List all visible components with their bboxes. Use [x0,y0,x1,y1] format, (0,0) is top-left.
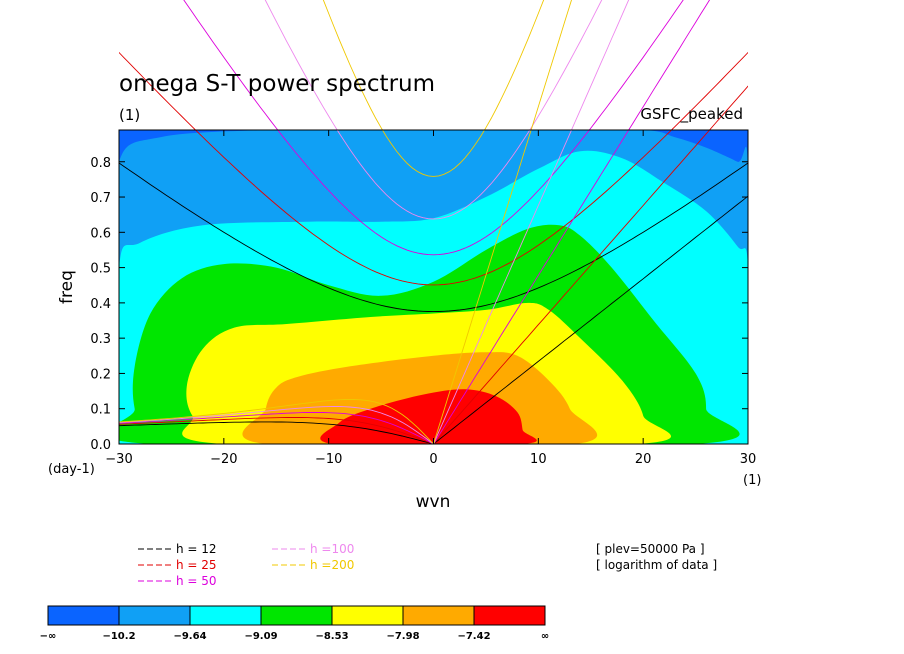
colorbar-label: −9.64 [173,631,206,642]
legend-label: h =200 [310,558,354,572]
legend-label: h = 12 [176,542,217,556]
colorbar-swatch [189,605,262,626]
legend-label: h =100 [310,542,354,556]
chart-title: omega S-T power spectrum [119,71,435,97]
colorbar-swatch [118,605,191,626]
x-tick-label: −30 [105,452,132,467]
y-tick-label: 0.8 [90,156,111,171]
gravity-curve-h-12 [119,162,748,313]
x-tick-label: 30 [740,452,757,467]
variant-label: GSFC_peaked [640,105,743,124]
colorbar-swatch [47,605,120,626]
curve-legend: h = 12 h = 25 h = 50 h =100 h =200 [138,542,354,588]
x-tick-label: 0 [429,452,437,467]
colorbar-label: −7.42 [457,631,490,642]
rossby-curve-h-100 [119,406,434,444]
y-tick-label: 0.0 [90,438,111,453]
y-axis-unit: (day-1) [48,462,95,477]
gravity-curve-h-25 [119,51,748,286]
gravity-curve-h-100 [264,0,603,220]
y-tick-label: 0.1 [90,403,111,418]
colorbar: −∞ −10.2 −9.64 −9.09 −8.53 −7.98 −7.42 ∞ [40,605,549,642]
legend-label: h = 50 [176,574,217,588]
chart-subtitle: (1) [119,106,140,124]
colorbar-swatch [331,605,404,626]
y-tick-label: 0.7 [90,191,111,206]
x-tick-label: 20 [635,452,652,467]
y-tick-label: 0.2 [90,367,111,382]
kelvin-curve-h-25 [433,85,748,444]
rossby-curve-h-25 [119,417,434,444]
legend-label: h = 25 [176,558,217,572]
rossby-curve-h-200 [119,398,434,444]
colorbar-label: −7.98 [386,631,419,642]
colorbar-label: −∞ [40,631,57,642]
dispersion-curves [119,0,748,444]
x-tick-label: −20 [210,452,237,467]
kelvin-curve-h-50 [433,0,711,444]
note-plev: [ plev=50000 Pa ] [596,542,705,556]
colorbar-label: ∞ [541,631,549,642]
colorbar-label: −9.09 [244,631,277,642]
colorbar-swatch [473,605,546,626]
kelvin-curve-h-100 [433,0,630,444]
colorbar-label: −10.2 [102,631,135,642]
x-axis-label: wvn [416,492,451,512]
contour-fills [119,130,748,444]
kelvin-curve-h-200 [433,0,572,444]
kelvin-curve-h-12 [433,195,748,444]
y-tick-label: 0.6 [90,226,111,241]
axis-ticks: −30 −20 −10 0 10 20 30 0.0 0.1 0.2 0.3 0.4 0.5 0.6 0.7… [90,130,756,467]
colorbar-swatch [402,605,475,626]
colorbar-label: −8.53 [315,631,348,642]
gravity-curve-h-200 [322,0,545,177]
y-tick-label: 0.4 [90,297,111,312]
colorbar-swatch [260,605,333,626]
note-logarithm: [ logarithm of data ] [596,558,717,572]
x-tick-label: 10 [530,452,547,467]
rossby-curve-h-50 [119,412,434,444]
y-tick-label: 0.5 [90,262,111,277]
rossby-curve-h-12 [119,421,434,444]
x-axis-unit: (1) [743,473,761,488]
gravity-curve-h-50 [183,0,684,256]
y-tick-label: 0.3 [90,332,111,347]
y-axis-label: freq [57,270,77,304]
x-tick-label: −10 [315,452,342,467]
